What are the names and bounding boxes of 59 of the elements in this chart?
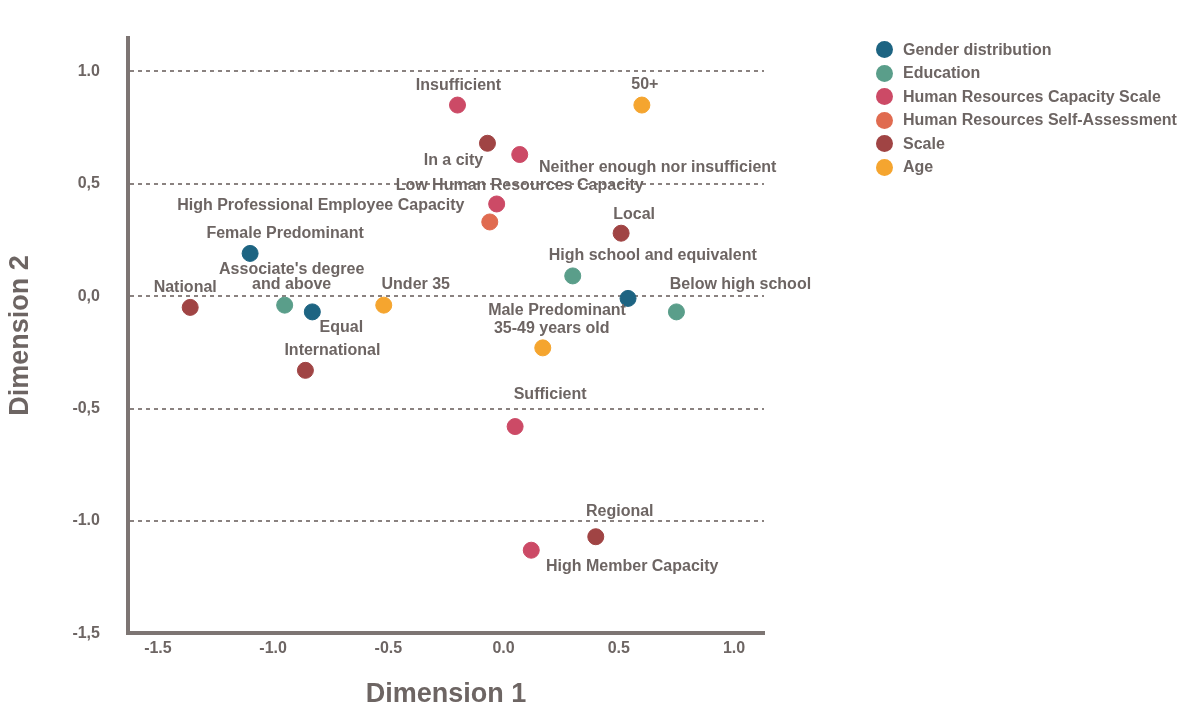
point <box>511 146 529 164</box>
annotation: National <box>153 277 217 295</box>
annotation: In a city <box>423 150 484 168</box>
legend-label: Age <box>903 158 934 177</box>
annotation: Low Human Resources Capacity <box>395 176 644 194</box>
point <box>633 96 651 114</box>
annotation: Regional <box>585 502 654 520</box>
annotation: High school and equivalent <box>548 246 758 264</box>
point <box>587 528 605 546</box>
point <box>303 303 321 321</box>
annotation: Insufficient <box>415 76 502 94</box>
y-tick-label: -0,5 <box>72 398 101 416</box>
y-tick-label: 0,0 <box>77 286 101 304</box>
y-axis-title: Dimension 2 <box>3 255 34 416</box>
x-tick-label: -1.0 <box>259 639 288 657</box>
x-axis-title: Dimension 1 <box>365 678 527 709</box>
x-tick-label: 0.5 <box>607 639 631 657</box>
legend-label: Human Resources Capacity Scale <box>903 87 1161 106</box>
x-tick-label: 1.0 <box>722 639 746 657</box>
y-tick-label: 1.0 <box>77 61 101 79</box>
annotation: High Member Capacity <box>546 556 719 574</box>
point <box>296 361 314 379</box>
annotation: Neither enough nor insufficient <box>539 157 778 175</box>
legend-label: Scale <box>903 134 945 153</box>
annotation: Equal <box>319 318 364 336</box>
annotation: 35-49 years old <box>493 319 610 337</box>
point <box>522 541 540 559</box>
point <box>276 296 294 314</box>
point <box>488 195 506 213</box>
annotation: Local <box>613 204 656 222</box>
point <box>478 134 496 152</box>
annotation: Below high school <box>669 275 812 293</box>
point <box>667 303 685 321</box>
x-tick-label: 0.0 <box>492 639 515 657</box>
annotation: Sufficient <box>513 384 588 402</box>
annotation: International <box>284 340 381 358</box>
legend-label: Education <box>903 64 981 83</box>
annotation: Associate's degree and above <box>219 260 365 293</box>
point <box>534 339 552 357</box>
annotation: Female Predominant <box>206 223 365 241</box>
x-tick-label: -1.5 <box>144 639 172 657</box>
annotation: High Professional Employee Capacity <box>177 196 465 214</box>
point <box>181 298 199 316</box>
annotation: 50+ <box>631 75 659 93</box>
legend-label: Gender distribution <box>903 40 1052 59</box>
x-tick-label: -0.5 <box>374 639 403 657</box>
point <box>241 244 259 262</box>
annotation: Under 35 <box>381 274 451 292</box>
point <box>449 96 467 114</box>
point <box>506 418 524 436</box>
y-tick-label: -1.0 <box>72 511 101 529</box>
point <box>564 267 582 285</box>
annotation: Male Predominant <box>488 300 627 318</box>
point <box>612 224 630 242</box>
point <box>375 296 393 314</box>
point <box>481 213 499 231</box>
legend-label: Human Resources Self-Assessment <box>903 111 1177 130</box>
y-tick-label: 0,5 <box>77 174 101 192</box>
y-tick-label: -1,5 <box>72 623 101 641</box>
